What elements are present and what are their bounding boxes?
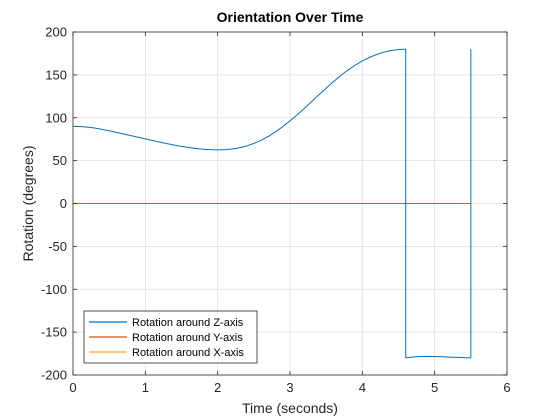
- y-tick-label: -200: [41, 368, 67, 383]
- y-axis-label: Rotation (degrees): [20, 146, 36, 262]
- x-tick-label: 6: [503, 380, 510, 395]
- legend-label-y: Rotation around Y-axis: [132, 332, 243, 344]
- y-tick-label: 100: [45, 110, 67, 125]
- series-line-0: [72, 48, 472, 359]
- x-axis-label: Time (seconds): [242, 400, 338, 416]
- x-tick-label: 4: [359, 380, 366, 395]
- y-tick-label: 50: [53, 153, 67, 168]
- y-tick-label: 200: [45, 25, 67, 40]
- x-tick-label: 2: [214, 380, 221, 395]
- y-tick-label: 0: [60, 196, 67, 211]
- y-tick-label: -50: [48, 239, 67, 254]
- y-tick-label: -150: [41, 325, 67, 340]
- x-tick-label: 1: [142, 380, 149, 395]
- x-tick-label: 3: [286, 380, 293, 395]
- x-tick-label: 0: [69, 380, 76, 395]
- legend: Rotation around Z-axis Rotation around Y…: [83, 310, 258, 364]
- legend-label-x: Rotation around X-axis: [132, 347, 244, 359]
- series-layer: [72, 48, 472, 359]
- y-tick-label: 150: [45, 67, 67, 82]
- x-tick-label: 5: [431, 380, 438, 395]
- tick-layer: 0 1 2 3 4 5 6 -200 -150 -100 -50 0 50 100 150 200: [41, 25, 511, 396]
- y-tick-label: -100: [41, 282, 67, 297]
- chart-title: Orientation Over Time: [217, 9, 364, 25]
- legend-label-z: Rotation around Z-axis: [132, 317, 244, 329]
